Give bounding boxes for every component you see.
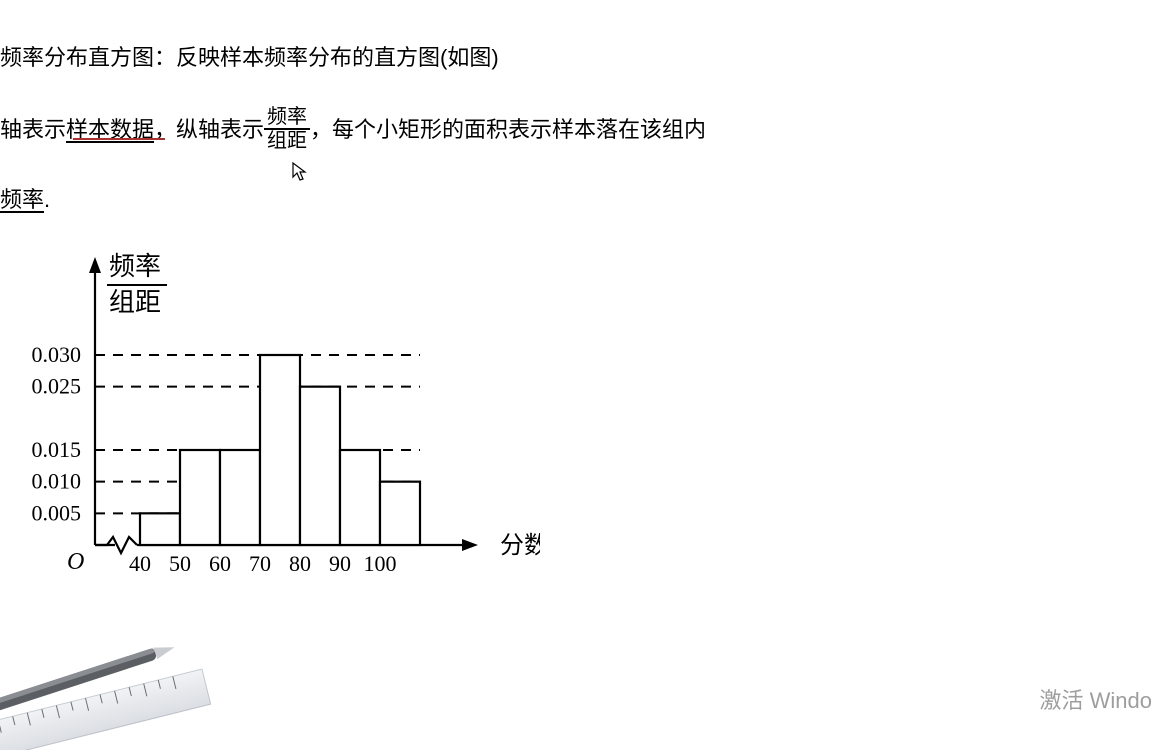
frac-den: 组距	[264, 130, 310, 152]
line2-mid: ，纵轴表示	[154, 117, 264, 142]
svg-text:组距: 组距	[109, 288, 161, 317]
desc-line-3: 频率.	[0, 182, 50, 214]
line2-pre: 轴表示	[0, 117, 66, 142]
histogram-chart: 频率组距分数 O 0.005 0.010 0.015 0.025 0.030 40 50 60 70…	[0, 245, 540, 605]
line3-text: 频率	[0, 187, 44, 212]
svg-text:0.030: 0.030	[32, 342, 82, 367]
desc-line-1: 频率分布直方图：反映样本频率分布的直方图(如图)	[0, 40, 499, 72]
svg-text:分数: 分数	[500, 532, 540, 559]
svg-text:频率: 频率	[109, 252, 161, 281]
red-underline	[73, 138, 165, 140]
frac-num: 频率	[264, 106, 310, 130]
svg-text:90: 90	[329, 551, 351, 576]
svg-text:50: 50	[169, 551, 191, 576]
svg-text:100: 100	[364, 551, 397, 576]
svg-text:0.025: 0.025	[32, 374, 82, 399]
line2-fraction: 频率组距	[264, 106, 310, 152]
svg-text:70: 70	[249, 551, 271, 576]
svg-text:80: 80	[289, 551, 311, 576]
svg-text:60: 60	[209, 551, 231, 576]
line2-post: ，每个小矩形的面积表示样本落在该组内	[310, 117, 706, 142]
svg-text:40: 40	[129, 551, 151, 576]
svg-text:O: O	[67, 549, 84, 575]
desc-line-2: 轴表示样本数据，纵轴表示频率组距，每个小矩形的面积表示样本落在该组内	[0, 108, 706, 154]
windows-activation-watermark: 激活 Windo	[1040, 683, 1152, 715]
line3-period: .	[44, 187, 50, 212]
drafting-tools-icon	[0, 610, 240, 750]
svg-text:0.005: 0.005	[32, 500, 82, 525]
cursor-icon	[292, 162, 308, 187]
svg-text:0.015: 0.015	[32, 437, 82, 462]
histogram-svg: 频率组距分数 O 0.005 0.010 0.015 0.025 0.030 40 50 60 70…	[0, 245, 540, 605]
svg-text:0.010: 0.010	[32, 469, 82, 494]
